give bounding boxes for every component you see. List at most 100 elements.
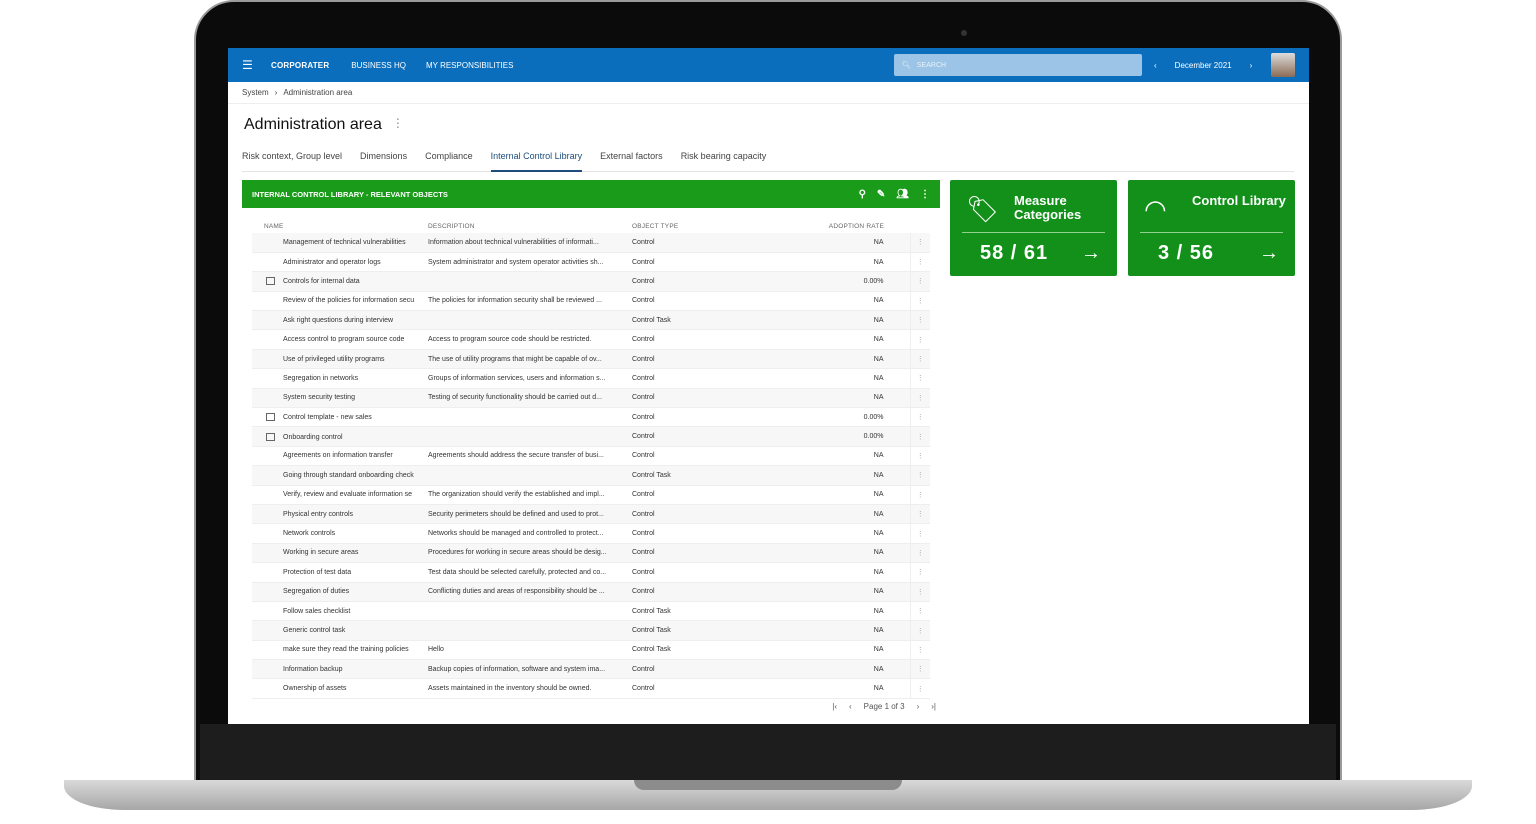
table-row[interactable]: Follow sales checklist Control Task NA ⋮ bbox=[252, 601, 930, 622]
table-row[interactable]: Control template - new sales Control 0.00%… bbox=[252, 407, 930, 428]
row-name[interactable]: Verify, review and evaluate information … bbox=[283, 491, 413, 499]
row-menu-icon[interactable]: ⋮ bbox=[909, 543, 930, 564]
control-library-card[interactable]: ◠ Control Library 3 / 56 → bbox=[1128, 180, 1295, 276]
row-name[interactable]: Ownership of assets bbox=[283, 685, 347, 693]
table-row[interactable]: make sure they read the training policie… bbox=[252, 640, 930, 661]
table-row[interactable]: Working in secure areas Procedures for wo… bbox=[252, 543, 930, 564]
row-name[interactable]: Physical entry controls bbox=[283, 510, 354, 518]
row-name[interactable]: System security testing bbox=[283, 394, 355, 402]
more-options-icon[interactable]: ⋮ bbox=[391, 116, 404, 130]
measure-categories-card[interactable]: 🏷︎ Measure Categories 58 / 61 → bbox=[950, 180, 1117, 276]
table-row[interactable]: Administrator and operator logs System ad… bbox=[252, 252, 930, 273]
tab-compliance[interactable]: Compliance bbox=[425, 151, 473, 161]
row-menu-icon[interactable]: ⋮ bbox=[909, 446, 930, 467]
table-row[interactable]: Going through standard onboarding check C… bbox=[252, 465, 930, 486]
search-input[interactable]: 🔍︎ SEARCH bbox=[894, 54, 1142, 76]
row-menu-icon[interactable]: ⋮ bbox=[909, 233, 930, 253]
row-menu-icon[interactable]: ⋮ bbox=[909, 407, 930, 428]
row-name[interactable]: Working in secure areas bbox=[283, 549, 359, 557]
table-row[interactable]: Protection of test data Test data should … bbox=[252, 562, 930, 583]
col-description[interactable]: DESCRIPTION bbox=[428, 223, 475, 230]
row-name[interactable]: Protection of test data bbox=[283, 568, 352, 576]
row-menu-icon[interactable]: ⋮ bbox=[909, 368, 930, 389]
checkbox[interactable] bbox=[266, 277, 275, 286]
table-row[interactable]: Segregation in networks Groups of informa… bbox=[252, 368, 930, 389]
row-menu-icon[interactable]: ⋮ bbox=[909, 504, 930, 525]
row-name[interactable]: Segregation of duties bbox=[283, 588, 350, 596]
table-row[interactable]: Network controls Networks should be manag… bbox=[252, 523, 930, 544]
checkbox[interactable] bbox=[266, 432, 275, 441]
row-menu-icon[interactable]: ⋮ bbox=[909, 252, 930, 273]
more-options-icon[interactable]: ⋮ bbox=[920, 188, 930, 200]
row-menu-icon[interactable]: ⋮ bbox=[909, 329, 930, 350]
tab-risk-context-group-level[interactable]: Risk context, Group level bbox=[242, 151, 343, 161]
row-menu-icon[interactable]: ⋮ bbox=[909, 523, 930, 544]
row-menu-icon[interactable]: ⋮ bbox=[909, 485, 930, 505]
row-menu-icon[interactable]: ⋮ bbox=[909, 640, 930, 661]
avatar[interactable] bbox=[1271, 53, 1295, 77]
row-name[interactable]: Network controls bbox=[283, 530, 336, 538]
row-name[interactable]: Agreements on information transfer bbox=[283, 452, 393, 460]
table-row[interactable]: Verify, review and evaluate information … bbox=[252, 485, 930, 505]
table-row[interactable]: Ask right questions during interview Cont… bbox=[252, 310, 930, 331]
row-menu-icon[interactable]: ⋮ bbox=[909, 291, 930, 312]
row-name[interactable]: make sure they read the training policie… bbox=[283, 646, 409, 654]
row-name[interactable]: Generic control task bbox=[283, 627, 346, 634]
row-menu-icon[interactable]: ⋮ bbox=[909, 388, 930, 409]
row-name[interactable]: Ask right questions during interview bbox=[283, 316, 394, 324]
row-menu-icon[interactable]: ⋮ bbox=[909, 349, 930, 370]
table-row[interactable]: Use of privileged utility programs The us… bbox=[252, 349, 930, 370]
table-row[interactable]: Agreements on information transfer Agreem… bbox=[252, 446, 930, 467]
row-name[interactable]: Administrator and operator logs bbox=[283, 258, 381, 266]
row-name[interactable]: Information backup bbox=[283, 665, 343, 673]
nav-business-hq[interactable]: BUSINESS HQ bbox=[351, 60, 406, 70]
table-row[interactable]: Controls for internal data Control 0.00% ⋮ bbox=[252, 271, 930, 292]
row-name[interactable]: Follow sales checklist bbox=[283, 607, 351, 615]
arrow-right-icon[interactable]: → bbox=[1259, 242, 1279, 264]
row-menu-icon[interactable]: ⋮ bbox=[909, 659, 930, 680]
row-name[interactable]: Control template - new sales bbox=[283, 414, 372, 422]
row-name[interactable]: Access control to program source code bbox=[283, 336, 405, 344]
tab-internal-control-library[interactable]: Internal Control Library bbox=[490, 150, 583, 172]
last-page-button[interactable]: ›| bbox=[931, 702, 936, 711]
logo[interactable]: CORPORATER bbox=[271, 60, 330, 70]
row-menu-icon[interactable]: ⋮ bbox=[909, 678, 930, 699]
table-row[interactable]: Access control to program source code Acc… bbox=[252, 329, 930, 350]
nav-my-responsibilities[interactable]: MY RESPONSIBILITIES bbox=[425, 60, 514, 70]
row-menu-icon[interactable]: ⋮ bbox=[909, 620, 930, 641]
first-page-button[interactable]: |‹ bbox=[832, 702, 837, 711]
row-menu-icon[interactable]: ⋮ bbox=[909, 310, 930, 331]
row-menu-icon[interactable]: ⋮ bbox=[909, 601, 930, 622]
arrow-right-icon[interactable]: → bbox=[1081, 242, 1101, 264]
row-name[interactable]: Review of the policies for information s… bbox=[283, 297, 415, 305]
col-object-type[interactable]: OBJECT TYPE bbox=[632, 223, 679, 230]
table-row[interactable]: Generic control task Control Task NA ⋮ bbox=[252, 620, 930, 641]
table-row[interactable]: Ownership of assets Assets maintained in … bbox=[252, 678, 930, 699]
table-row[interactable]: Physical entry controls Security perimete… bbox=[252, 504, 930, 525]
table-row[interactable]: Segregation of duties Conflicting duties … bbox=[252, 582, 930, 602]
edit-icon[interactable]: ✎ bbox=[876, 188, 886, 200]
row-menu-icon[interactable]: ⋮ bbox=[909, 426, 930, 447]
next-period-button[interactable]: › bbox=[1249, 60, 1253, 70]
row-name[interactable]: Controls for internal data bbox=[283, 278, 360, 286]
row-name[interactable]: Going through standard onboarding check bbox=[283, 471, 414, 479]
row-menu-icon[interactable]: ⋮ bbox=[909, 562, 930, 583]
search-icon[interactable]: ⚲ bbox=[858, 188, 866, 200]
next-page-button[interactable]: › bbox=[916, 702, 920, 711]
row-menu-icon[interactable]: ⋮ bbox=[909, 465, 930, 486]
col-name[interactable]: NAME bbox=[264, 223, 284, 230]
table-row[interactable]: Review of the policies for information s… bbox=[252, 291, 930, 312]
prev-period-button[interactable]: ‹ bbox=[1154, 60, 1157, 70]
tab-external-factors[interactable]: External factors bbox=[600, 151, 663, 161]
row-name[interactable]: Use of privileged utility programs bbox=[283, 355, 385, 363]
tab-risk-bearing-capacity[interactable]: Risk bearing capacity bbox=[680, 151, 767, 161]
users-icon[interactable]: 👥︎ bbox=[896, 188, 909, 200]
row-menu-icon[interactable]: ⋮ bbox=[909, 582, 930, 602]
table-row[interactable]: Management of technical vulnerabilities I… bbox=[252, 233, 930, 253]
table-row[interactable]: System security testing Testing of securi… bbox=[252, 388, 930, 409]
tab-dimensions[interactable]: Dimensions bbox=[360, 151, 408, 161]
prev-page-button[interactable]: ‹ bbox=[848, 702, 852, 711]
breadcrumb-admin[interactable]: Administration area bbox=[283, 88, 353, 97]
table-row[interactable]: Information backup Backup copies of infor… bbox=[252, 659, 930, 680]
row-name[interactable]: Management of technical vulnerabilities bbox=[283, 238, 406, 246]
